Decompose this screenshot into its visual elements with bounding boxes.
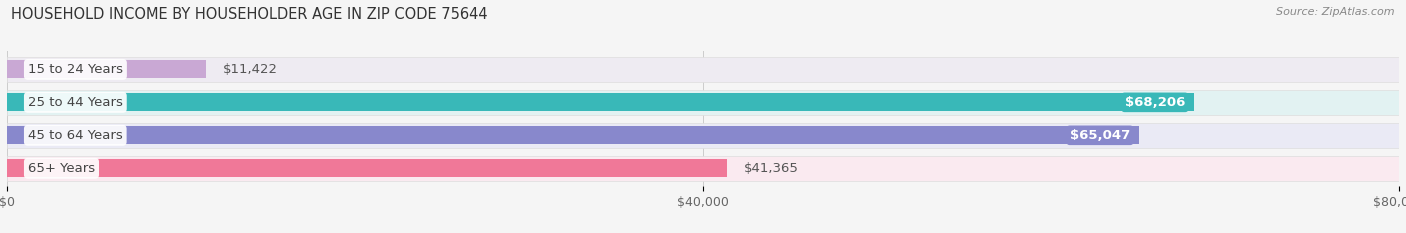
- Bar: [7, 126, 1139, 144]
- Bar: [7, 156, 1399, 181]
- Text: Source: ZipAtlas.com: Source: ZipAtlas.com: [1277, 7, 1395, 17]
- Bar: [7, 60, 205, 79]
- Text: HOUSEHOLD INCOME BY HOUSEHOLDER AGE IN ZIP CODE 75644: HOUSEHOLD INCOME BY HOUSEHOLDER AGE IN Z…: [11, 7, 488, 22]
- Bar: [7, 159, 727, 177]
- Text: 25 to 44 Years: 25 to 44 Years: [28, 96, 122, 109]
- Text: 45 to 64 Years: 45 to 64 Years: [28, 129, 122, 142]
- Text: $41,365: $41,365: [744, 162, 799, 175]
- Bar: [7, 57, 1399, 82]
- Text: $68,206: $68,206: [1125, 96, 1185, 109]
- Bar: [7, 123, 1399, 148]
- Text: $11,422: $11,422: [224, 63, 278, 76]
- Bar: [7, 90, 1399, 115]
- Text: 15 to 24 Years: 15 to 24 Years: [28, 63, 122, 76]
- Text: 65+ Years: 65+ Years: [28, 162, 96, 175]
- Bar: [7, 93, 1194, 111]
- Text: $65,047: $65,047: [1070, 129, 1130, 142]
